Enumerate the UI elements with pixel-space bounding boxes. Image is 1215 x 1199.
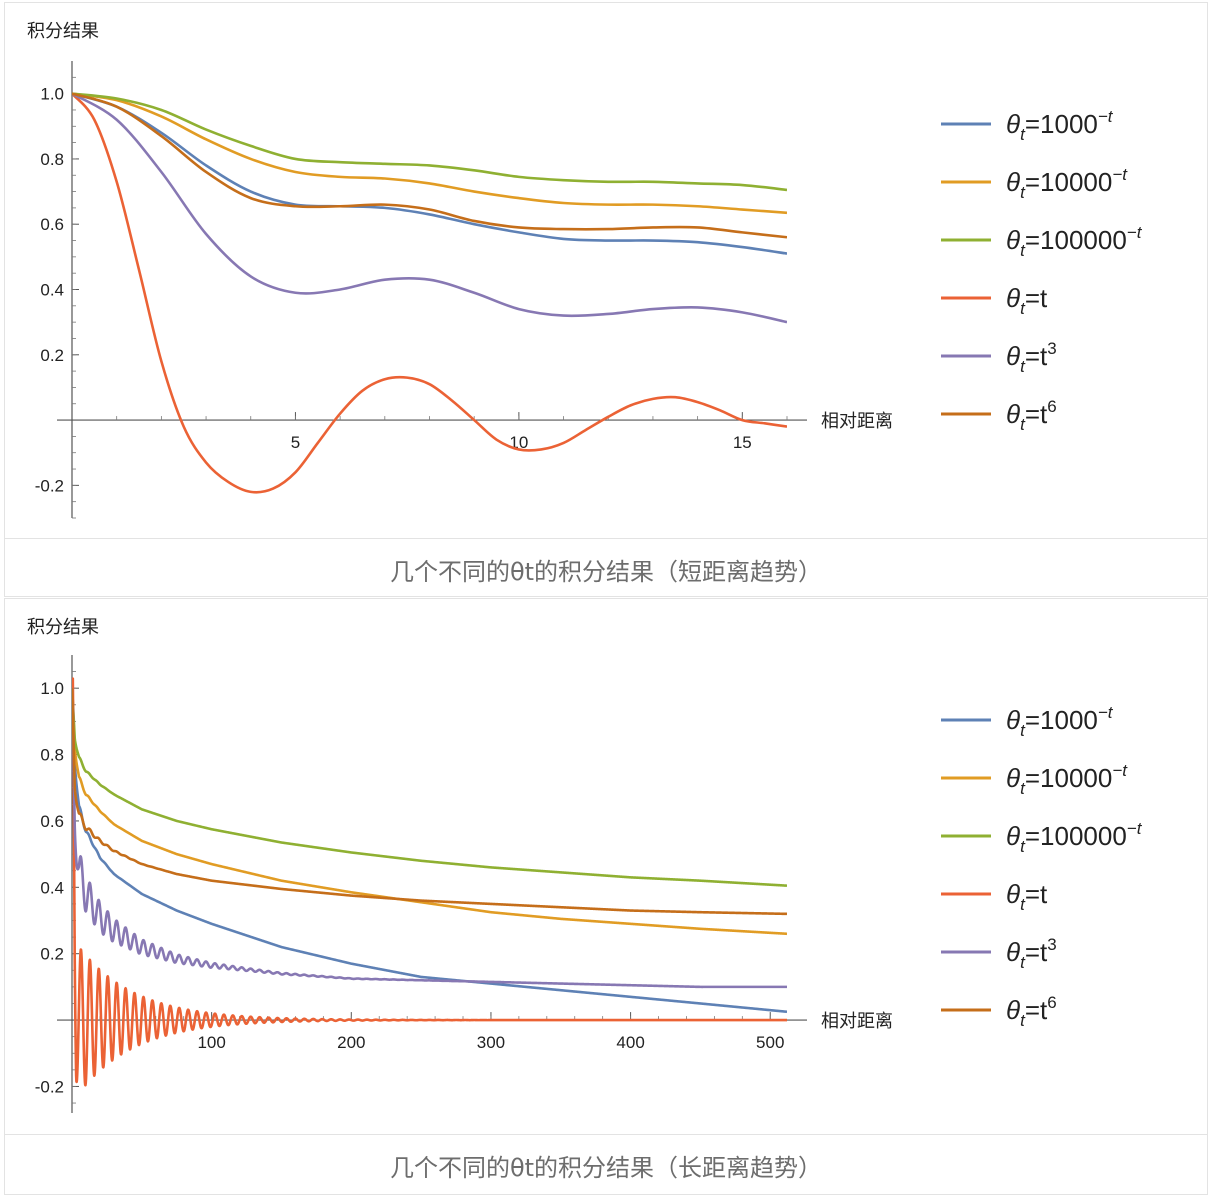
legend-label: θt=10000−t [1006,165,1128,202]
legend-label: θt=10000−t [1006,761,1128,798]
y-tick-label: 0.8 [40,150,64,169]
x-axis-title: 相对距离 [821,1011,893,1031]
y-tick-label: -0.2 [35,476,64,495]
legend-label: θt=100000−t [1006,223,1143,260]
y-axis-title: 积分结果 [27,21,99,41]
y-tick-label: 1.0 [40,85,64,104]
y-tick-label: 0.4 [40,281,64,300]
legend-label: θt=t3 [1006,935,1057,972]
chart-panel-short: 积分结果 -0.2 0.2 0.4 0.6 0.8 1.0 5 10 15 相对距离 θt=1000−… [4,2,1208,597]
series-group [72,92,787,494]
chart-caption-short: 几个不同的θt的积分结果（短距离趋势） [5,538,1207,599]
legend-label: θt=t3 [1006,339,1057,376]
series-line-2 [72,92,787,215]
y-tick-label: -0.2 [35,1077,64,1096]
series-line-1 [72,688,787,1014]
chart-caption-long: 几个不同的θt的积分结果（长距离趋势） [5,1134,1207,1195]
legend-label: θt=t6 [1006,397,1057,434]
x-tick-label: 15 [733,433,752,452]
x-tick-label: 400 [616,1033,644,1052]
legend-label: θt=1000−t [1006,703,1114,740]
legend-label: θt=t [1006,879,1048,914]
series-line-1 [72,92,787,255]
y-tick-label: 0.6 [40,215,64,234]
legend-label: θt=t6 [1006,993,1057,1030]
x-tick-label: 500 [756,1033,784,1052]
series-line-6 [72,688,787,916]
chart-panel-long: 积分结果 -0.2 0.2 0.4 0.6 0.8 1.0 100 200 300 400 500 相对… [4,598,1208,1195]
long-range-chart: 积分结果 -0.2 0.2 0.4 0.6 0.8 1.0 100 200 300 400 500 相对… [27,617,1143,1113]
y-tick-label: 0.2 [40,945,64,964]
legend-label: θt=t [1006,283,1048,318]
y-axis-title: 积分结果 [27,617,99,637]
y-tick-label: 0.6 [40,812,64,831]
series-line-3 [72,688,787,887]
series-group [72,677,787,1087]
series-line-5 [72,92,787,324]
x-tick-label: 100 [197,1033,225,1052]
y-tick-label: 0.8 [40,746,64,765]
x-axis-title: 相对距离 [821,411,893,431]
x-tick-label: 5 [291,433,300,452]
series-line-4 [72,92,787,494]
y-tick-label: 1.0 [40,679,64,698]
series-line-2 [72,688,787,936]
series-line-3 [72,92,787,192]
series-line-4 [72,677,787,1087]
x-tick-label: 200 [337,1033,365,1052]
short-range-chart: 积分结果-0.20.20.40.60.81.05 10 15相对距离θt=1000−… [27,21,1143,519]
legend-label: θt=100000−t [1006,819,1143,856]
x-tick-label: 300 [477,1033,505,1052]
legend-label: θt=1000−t [1006,107,1114,144]
series-line-5 [72,688,787,989]
y-tick-label: 0.4 [40,878,64,897]
series-line-6 [72,92,787,239]
y-tick-label: 0.2 [40,346,64,365]
